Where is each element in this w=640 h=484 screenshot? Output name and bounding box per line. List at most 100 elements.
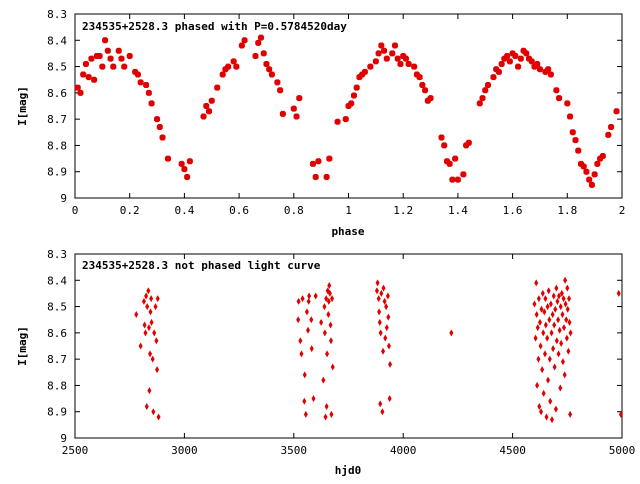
data-point (452, 155, 459, 162)
chart-title: 234535+2528.3 not phased light curve (82, 259, 321, 272)
data-point (554, 284, 559, 292)
data-point (323, 413, 328, 421)
y-tick-label: 8.9 (47, 166, 67, 179)
data-point (334, 118, 341, 125)
data-point (556, 316, 561, 324)
data-point (565, 284, 570, 292)
data-point (153, 303, 158, 311)
data-point (583, 168, 590, 175)
data-point (594, 160, 601, 167)
x-axis-label: hjd0 (335, 464, 362, 477)
data-point (296, 297, 301, 305)
data-point (225, 63, 232, 70)
data-point (327, 289, 332, 297)
data-point (146, 287, 151, 295)
data-point (147, 387, 152, 395)
data-point (553, 405, 558, 413)
data-point (384, 324, 389, 332)
data-point (375, 50, 382, 57)
data-point (252, 53, 259, 60)
phased-light-curve-panel: 0 0.2 0.4 0.6 0.8 1 1.2 1.4 1.6 1.8 2 8.3 8.4 8.5 8.6… (16, 8, 625, 238)
data-point (465, 139, 472, 146)
data-point (588, 181, 595, 188)
data-point (219, 71, 226, 78)
data-point (484, 81, 491, 88)
data-point (164, 155, 171, 162)
data-point (616, 289, 621, 297)
data-point (151, 408, 156, 416)
x-tick-label: 3500 (281, 444, 308, 457)
data-point (552, 363, 557, 371)
data-point (329, 410, 334, 418)
data-point (506, 58, 513, 65)
data-point (536, 295, 541, 303)
data-point (82, 60, 89, 67)
x-tick-label: 0.2 (120, 204, 140, 217)
data-point (565, 305, 570, 313)
data-point (181, 166, 188, 173)
data-point (367, 63, 374, 70)
data-point (315, 158, 322, 165)
data-point (241, 37, 248, 44)
data-point (460, 171, 467, 178)
data-point (148, 308, 153, 316)
y-tick-label: 8.8 (47, 379, 67, 392)
data-point (85, 74, 92, 81)
data-point (323, 173, 330, 180)
data-point (542, 350, 547, 358)
data-point (402, 55, 409, 62)
data-point (312, 173, 319, 180)
x-tick-label: 1 (345, 204, 352, 217)
data-point (377, 318, 382, 326)
x-tick-label: 3000 (171, 444, 198, 457)
data-point (277, 87, 284, 94)
data-point (534, 310, 539, 318)
data-point (549, 329, 554, 337)
data-point (564, 316, 569, 324)
data-point (326, 155, 333, 162)
data-point (389, 50, 396, 57)
data-point (155, 366, 160, 374)
data-point (148, 350, 153, 358)
data-point (268, 71, 275, 78)
data-point (449, 329, 454, 337)
x-tick-label: 1.4 (448, 204, 468, 217)
data-point (104, 47, 111, 54)
data-point (300, 295, 305, 303)
y-tick-label: 8.7 (47, 113, 67, 126)
data-point (142, 321, 147, 329)
data-point (378, 329, 383, 337)
data-point (566, 347, 571, 355)
data-point (328, 321, 333, 329)
data-point (376, 295, 381, 303)
data-point (155, 295, 160, 303)
data-point (534, 279, 539, 287)
x-axis-label: phase (331, 225, 364, 238)
x-tick-label: 0 (72, 204, 79, 217)
data-point (326, 310, 331, 318)
x-tick-label: 0.8 (284, 204, 304, 217)
data-point (540, 289, 545, 297)
data-point (383, 334, 388, 342)
data-point (382, 297, 387, 305)
data-point (567, 295, 572, 303)
x-tick-label: 0.4 (174, 204, 194, 217)
data-point (613, 108, 620, 115)
data-point (539, 408, 544, 416)
data-point (541, 389, 546, 397)
data-point (138, 342, 143, 350)
data-point (535, 324, 540, 332)
data-point (580, 163, 587, 170)
data-point (556, 95, 563, 102)
data-point (257, 34, 264, 41)
data-point (321, 376, 326, 384)
data-point (91, 76, 98, 83)
y-tick-label: 8.5 (47, 301, 67, 314)
data-point (550, 310, 555, 318)
data-point (534, 60, 541, 67)
data-point (156, 124, 163, 131)
data-point (303, 410, 308, 418)
data-point (545, 66, 552, 73)
x-axis-ticks: 0 0.2 0.4 0.6 0.8 1 1.2 1.4 1.6 1.8 2 (72, 14, 625, 217)
